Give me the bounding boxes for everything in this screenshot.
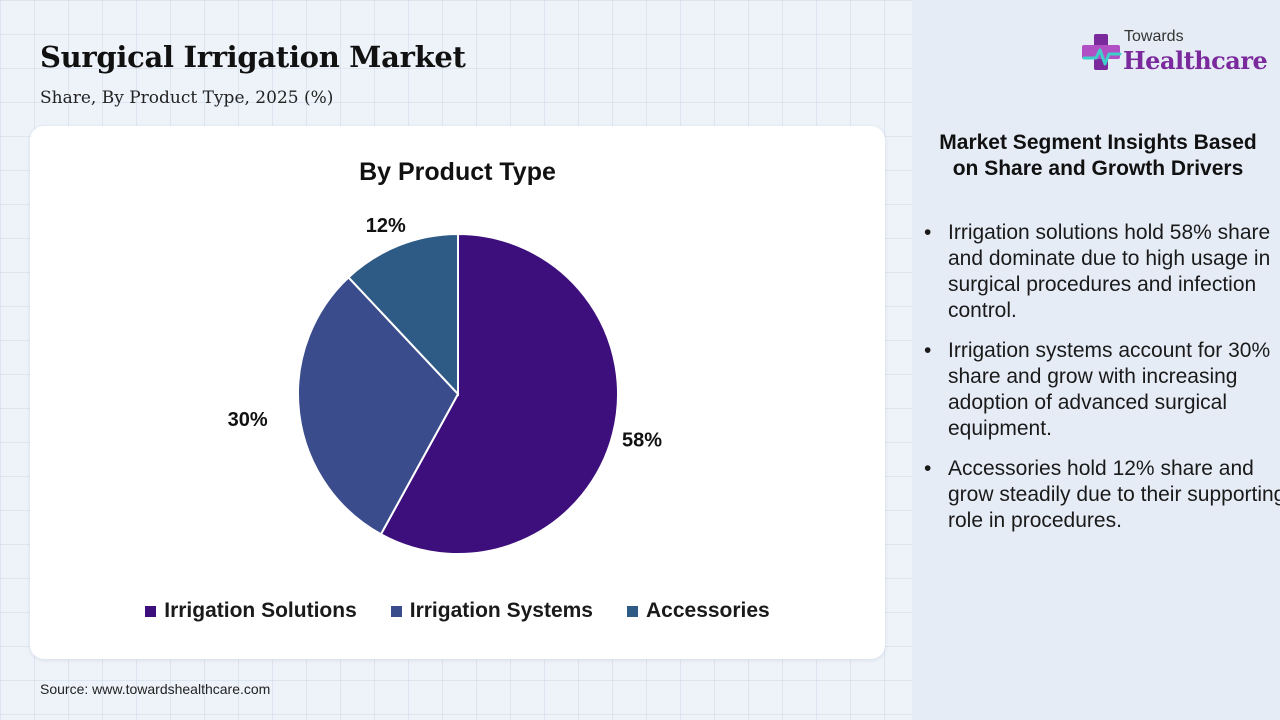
insight-item: • Accessories hold 12% share and grow ste… xyxy=(924,456,1280,534)
source-note: Source: www.towardshealthcare.com xyxy=(40,681,271,697)
legend-label: Irrigation Systems xyxy=(409,599,593,622)
pie-chart: 58% 30% 12% xyxy=(228,215,662,555)
legend-swatch xyxy=(390,605,402,617)
data-label: 30% xyxy=(228,409,268,431)
data-label: 12% xyxy=(366,215,406,237)
insight-text: Irrigation systems account for 30% share… xyxy=(948,339,1271,440)
pie-slice-irrigation-systems xyxy=(297,275,460,536)
logo-text-towards: Towards xyxy=(1124,28,1184,45)
legend-item-accessories: Accessories xyxy=(626,599,770,623)
insight-item: • Irrigation systems account for 30% shar… xyxy=(924,338,1280,442)
insights-list: • Irrigation solutions hold 58% share and… xyxy=(912,220,1280,548)
page-title: Surgical Irrigation Market xyxy=(40,40,466,74)
legend-item-irrigation-solutions: Irrigation Solutions xyxy=(145,599,357,623)
page-subtitle: Share, By Product Type, 2025 (%) xyxy=(40,88,334,108)
chart-legend: Irrigation Solutions Irrigation Systems … xyxy=(30,599,885,623)
pie-slice-accessories xyxy=(347,232,459,397)
legend-item-irrigation-systems: Irrigation Systems xyxy=(390,599,593,623)
medical-cross-icon xyxy=(1082,34,1122,70)
data-label: 58% xyxy=(622,430,662,452)
bullet-icon: • xyxy=(924,339,932,362)
left-area: Surgical Irrigation Market Share, By Pro… xyxy=(30,40,885,697)
brand-logo: Towards Healthcare xyxy=(1080,28,1268,78)
chart-card: By Product Type 58% 30% 12% Irrigation Sol… xyxy=(30,126,885,659)
legend-label: Accessories xyxy=(645,599,770,622)
insights-panel: Towards Healthcare Market Segment Insigh… xyxy=(912,0,1280,720)
insight-item: • Irrigation solutions hold 58% share and… xyxy=(924,220,1280,324)
insight-text: Accessories hold 12% share and grow stea… xyxy=(948,457,1280,532)
pie-slice-irrigation-solutions xyxy=(379,232,619,555)
insights-title: Market Segment Insights Based on Share a… xyxy=(939,131,1257,180)
bullet-icon: • xyxy=(924,221,932,244)
insight-text: Irrigation solutions hold 58% share and … xyxy=(948,221,1271,322)
legend-swatch xyxy=(145,605,157,617)
chart-title: By Product Type xyxy=(359,158,556,186)
legend-label: Irrigation Solutions xyxy=(164,599,357,622)
logo-text-healthcare: Healthcare xyxy=(1123,46,1268,75)
bullet-icon: • xyxy=(924,457,932,480)
legend-swatch xyxy=(626,605,638,617)
